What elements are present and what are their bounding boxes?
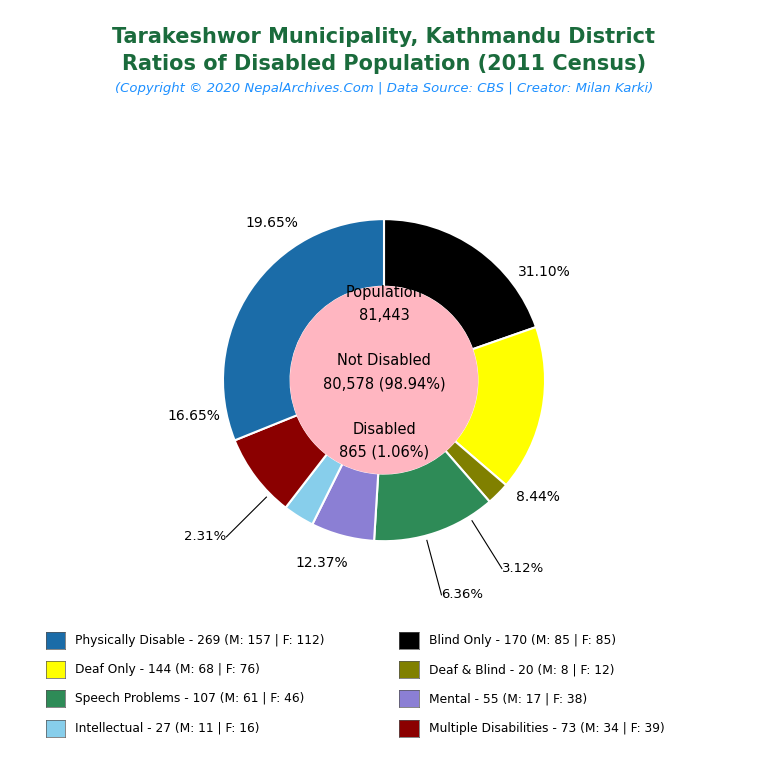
- Text: 8.44%: 8.44%: [516, 490, 560, 504]
- Text: 6.36%: 6.36%: [442, 588, 483, 601]
- Text: Deaf Only - 144 (M: 68 | F: 76): Deaf Only - 144 (M: 68 | F: 76): [75, 664, 260, 676]
- Wedge shape: [445, 441, 506, 502]
- Text: Physically Disable - 269 (M: 157 | F: 112): Physically Disable - 269 (M: 157 | F: 11…: [75, 634, 325, 647]
- Wedge shape: [374, 451, 490, 541]
- Wedge shape: [235, 415, 327, 508]
- Wedge shape: [223, 219, 384, 440]
- Text: Tarakeshwor Municipality, Kathmandu District: Tarakeshwor Municipality, Kathmandu Dist…: [112, 27, 656, 47]
- Text: Population
81,443

Not Disabled
80,578 (98.94%)

Disabled
865 (1.06%): Population 81,443 Not Disabled 80,578 (9…: [323, 285, 445, 459]
- Text: Deaf & Blind - 20 (M: 8 | F: 12): Deaf & Blind - 20 (M: 8 | F: 12): [429, 664, 614, 676]
- Text: Blind Only - 170 (M: 85 | F: 85): Blind Only - 170 (M: 85 | F: 85): [429, 634, 616, 647]
- Wedge shape: [313, 464, 378, 541]
- Wedge shape: [286, 454, 343, 525]
- Text: 2.31%: 2.31%: [184, 531, 227, 544]
- Text: Multiple Disabilities - 73 (M: 34 | F: 39): Multiple Disabilities - 73 (M: 34 | F: 3…: [429, 722, 664, 734]
- Text: Ratios of Disabled Population (2011 Census): Ratios of Disabled Population (2011 Cens…: [122, 54, 646, 74]
- Text: (Copyright © 2020 NepalArchives.Com | Data Source: CBS | Creator: Milan Karki): (Copyright © 2020 NepalArchives.Com | Da…: [115, 82, 653, 95]
- Text: 16.65%: 16.65%: [167, 409, 220, 423]
- Wedge shape: [455, 327, 545, 485]
- Text: Intellectual - 27 (M: 11 | F: 16): Intellectual - 27 (M: 11 | F: 16): [75, 722, 260, 734]
- Text: 19.65%: 19.65%: [246, 216, 299, 230]
- Text: Speech Problems - 107 (M: 61 | F: 46): Speech Problems - 107 (M: 61 | F: 46): [75, 693, 305, 705]
- Text: 31.10%: 31.10%: [518, 265, 571, 279]
- Text: 12.37%: 12.37%: [296, 556, 348, 570]
- Circle shape: [290, 286, 478, 474]
- Wedge shape: [384, 219, 536, 349]
- Text: 3.12%: 3.12%: [502, 562, 545, 575]
- Text: Mental - 55 (M: 17 | F: 38): Mental - 55 (M: 17 | F: 38): [429, 693, 587, 705]
